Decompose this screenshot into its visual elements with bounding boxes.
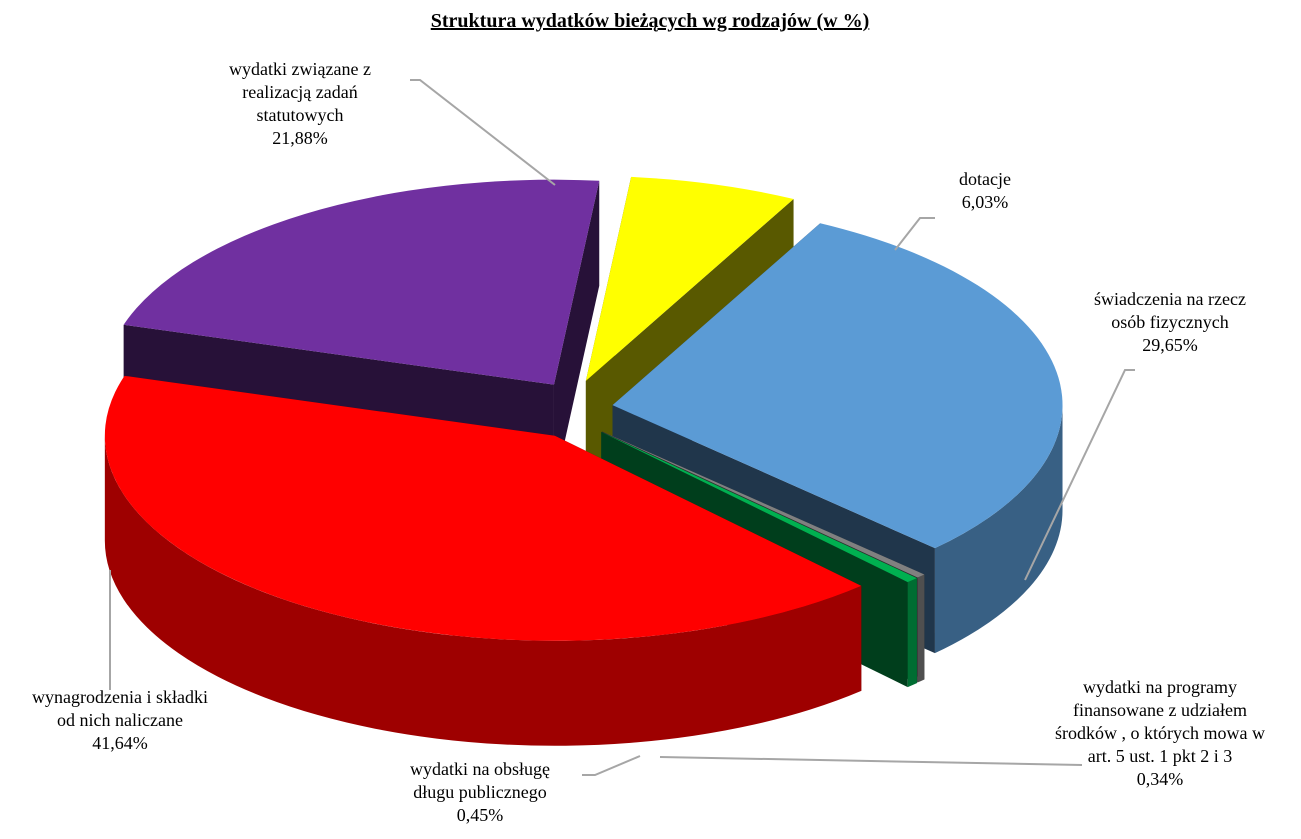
slice bbox=[601, 431, 925, 578]
slice-label: wydatki związane z realizacją zadań statut… bbox=[229, 59, 371, 125]
chart-title: Struktura wydatków bieżących wg rodzajów… bbox=[431, 10, 870, 32]
slice bbox=[104, 375, 862, 641]
value-label: 21,88% bbox=[272, 128, 328, 148]
slice-label: wydatki na programy finansowane z udziałe… bbox=[1055, 677, 1265, 766]
value-label: 0,45% bbox=[457, 805, 504, 825]
slice-wall bbox=[934, 405, 1063, 654]
leader-line bbox=[894, 217, 935, 251]
slice-label: świadczenia na rzecz osób fizycznych bbox=[1094, 289, 1246, 332]
slice-wall bbox=[917, 574, 925, 683]
slice bbox=[601, 431, 917, 583]
slice-group bbox=[104, 375, 862, 746]
slice bbox=[123, 179, 600, 385]
slice-side bbox=[553, 180, 600, 490]
value-label: 41,64% bbox=[92, 733, 148, 753]
value-label: 0,34% bbox=[1137, 769, 1184, 789]
slice-label: dotacje bbox=[959, 169, 1011, 189]
slice bbox=[585, 176, 794, 381]
slice-wall bbox=[907, 578, 917, 688]
slice-label: wynagrodzenia i składki od nich naliczane bbox=[32, 687, 208, 730]
leader-line bbox=[659, 756, 1083, 766]
value-label: 6,03% bbox=[962, 192, 1009, 212]
leader-line bbox=[1024, 369, 1135, 581]
slice bbox=[612, 223, 1063, 549]
leader-line bbox=[410, 79, 556, 186]
leader-line bbox=[582, 755, 641, 776]
value-label: 29,65% bbox=[1142, 335, 1198, 355]
slice-wall bbox=[104, 435, 862, 746]
slice-label: wydatki na obsługę długu publicznego bbox=[410, 759, 550, 802]
